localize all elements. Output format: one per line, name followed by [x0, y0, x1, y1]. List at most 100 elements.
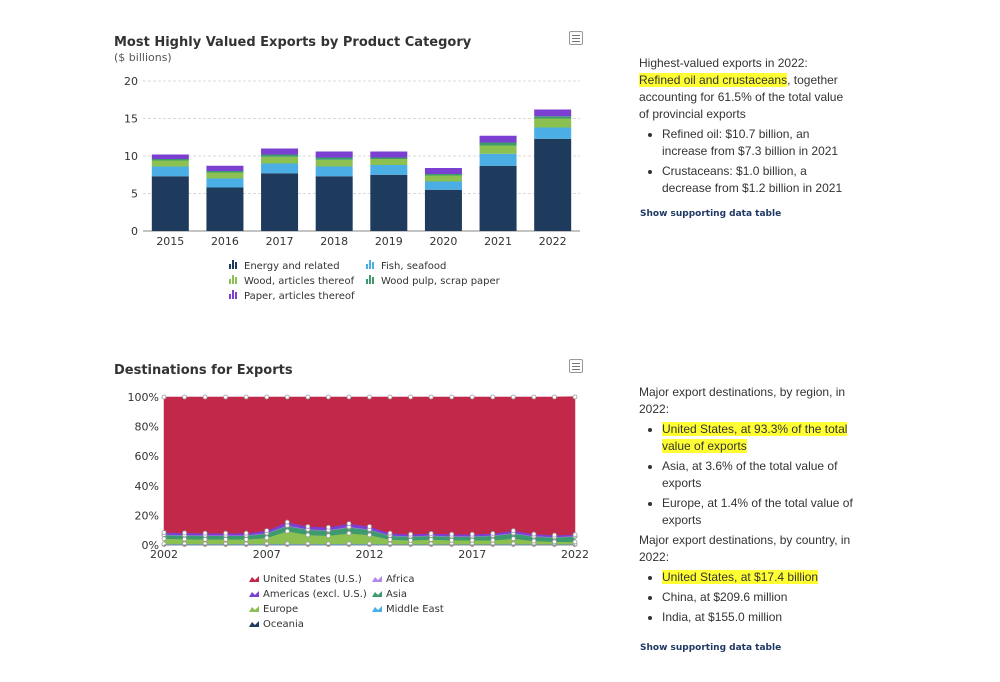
legend-area-glyph	[249, 576, 259, 582]
x-tick-label: 2018	[320, 235, 348, 248]
data-point	[572, 539, 578, 545]
bar-segment	[315, 166, 353, 177]
bar-segment	[479, 135, 517, 143]
x-tick-label: 2022	[561, 548, 589, 561]
x-tick-label: 2020	[429, 235, 457, 248]
data-point	[408, 531, 414, 537]
chart2-menu-button[interactable]	[569, 359, 583, 373]
legend-chart-icon	[366, 260, 374, 269]
legend-label: Americas (excl. U.S.)	[263, 589, 367, 600]
data-point	[284, 394, 290, 400]
legend-label: Europe	[263, 604, 298, 615]
legend-label: Middle East	[386, 604, 444, 615]
bar-segment	[261, 148, 299, 155]
legend-label: Wood pulp, scrap paper	[381, 276, 501, 287]
data-point	[182, 394, 187, 400]
data-point	[510, 536, 516, 542]
bar-segment	[151, 154, 189, 159]
list-item: Europe, at 1.4% of the total value of ex…	[662, 495, 854, 529]
legend-area-glyph	[372, 591, 382, 597]
bar-segment	[479, 142, 517, 146]
legend-area-glyph	[249, 591, 259, 597]
bar-segment	[424, 168, 462, 174]
x-tick-label: 2017	[458, 548, 486, 561]
data-point	[531, 531, 537, 537]
bar-segment	[479, 145, 517, 154]
data-point	[449, 394, 455, 400]
legend-area-icon	[249, 576, 259, 582]
legend-bar-glyph	[235, 277, 237, 284]
legend-label: Oceania	[263, 619, 304, 630]
menu-line-icon	[572, 369, 580, 370]
x-tick-label: 2019	[375, 235, 403, 248]
legend-area-icon	[372, 591, 382, 597]
data-point	[367, 394, 372, 400]
legend-area-glyph	[249, 621, 259, 627]
bar-segment	[206, 165, 244, 171]
panel1: Highest-valued exports in 2022: Refined …	[639, 55, 854, 200]
bar-segment	[206, 172, 244, 179]
data-point	[387, 530, 393, 536]
panel2: Major export destinations, by region, in…	[639, 384, 854, 629]
bar-segment	[261, 154, 299, 157]
bar-segment	[534, 138, 572, 231]
legend-bar-glyph	[235, 292, 237, 299]
menu-line-icon	[572, 41, 580, 42]
data-point	[572, 394, 578, 400]
bar-segment	[261, 173, 299, 231]
bar-segment	[151, 160, 189, 167]
data-point	[325, 533, 331, 539]
y-tick-label: 5	[131, 188, 138, 201]
panel2-region-intro: Major export destinations, by region, in…	[639, 385, 846, 416]
legend-label: Fish, seafood	[381, 261, 446, 272]
data-point	[346, 521, 352, 526]
chart1-subtitle: ($ billions)	[114, 51, 172, 64]
panel1-data-table-link[interactable]: Show supporting data table	[640, 209, 782, 219]
legend-bar-glyph	[229, 279, 231, 284]
legend-bar-glyph	[366, 279, 368, 284]
data-point	[510, 528, 516, 534]
list-item: Refined oil: $10.7 billion, an increase …	[662, 126, 854, 160]
data-point	[367, 524, 372, 529]
data-point	[346, 394, 352, 400]
legend-area-icon	[372, 576, 382, 582]
y-tick-label: 0	[131, 225, 138, 238]
data-point	[284, 519, 290, 525]
data-point	[510, 394, 516, 400]
area-series	[163, 396, 576, 536]
legend-area-icon	[372, 606, 382, 612]
bar-segment	[261, 163, 299, 174]
legend-bar-glyph	[229, 264, 231, 269]
data-point	[161, 394, 167, 400]
legend-bar-glyph	[229, 294, 231, 299]
bar-segment	[315, 151, 353, 158]
list-item: United States, at $17.4 billion	[662, 569, 854, 586]
bar-segment	[370, 159, 408, 165]
data-point	[305, 524, 311, 529]
panel1-intro: Highest-valued exports in 2022:	[639, 56, 808, 70]
menu-line-icon	[572, 366, 580, 367]
y-tick-label: 60%	[135, 450, 159, 463]
bar-segment	[315, 157, 353, 160]
data-point	[490, 394, 496, 400]
bar-segment	[534, 109, 572, 117]
x-tick-label: 2002	[150, 548, 178, 561]
bar-segment	[534, 127, 572, 139]
bar-segment	[370, 174, 408, 231]
data-point	[490, 537, 496, 543]
legend-label: Paper, articles thereof	[244, 291, 355, 302]
legend-chart-icon	[366, 275, 374, 284]
bar-segment	[370, 165, 408, 175]
legend-area-glyph	[249, 606, 259, 612]
panel2-region-list: United States, at 93.3% of the total val…	[639, 421, 854, 529]
legend-area-glyph	[372, 606, 382, 612]
data-point	[346, 530, 352, 536]
panel1-summary-rest: , together accounting for 61.5% of the t…	[639, 73, 844, 121]
data-point	[572, 532, 578, 538]
chart1-menu-button[interactable]	[569, 31, 583, 45]
legend-area-icon	[249, 591, 259, 597]
bar-segment	[151, 159, 189, 161]
panel2-data-table-link[interactable]: Show supporting data table	[640, 643, 782, 653]
bar-segment	[151, 176, 189, 231]
legend-bar-glyph	[372, 262, 374, 269]
